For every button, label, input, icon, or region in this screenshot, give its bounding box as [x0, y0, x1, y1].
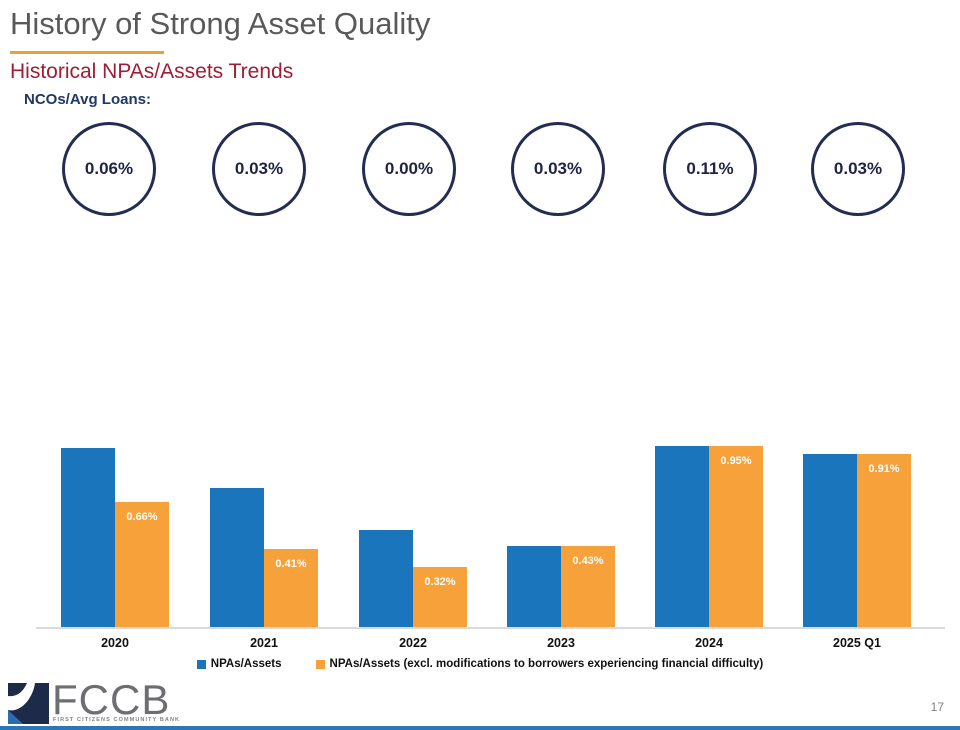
page-title: History of Strong Asset Quality	[10, 6, 431, 41]
nco-circle: 0.03%	[811, 122, 905, 216]
nco-circle-value: 0.03%	[533, 159, 583, 178]
bar-npas-assets	[803, 454, 857, 628]
nco-circle-value: 0.11%	[686, 159, 734, 178]
x-axis-label: 2025 Q1	[833, 636, 881, 650]
legend-swatch-icon	[196, 659, 206, 669]
bar-data-label: 0.91%	[868, 463, 900, 475]
chart-legend: NPAs/Assets NPAs/Assets (excl. modificati…	[0, 658, 960, 670]
bar-npas-assets	[61, 448, 115, 628]
x-axis-label: 2021	[250, 636, 278, 650]
bar-data-label: 0.32%	[424, 576, 456, 588]
nco-circle-value: 0.00%	[384, 159, 434, 178]
legend-label: NPAs/Assets	[210, 658, 282, 670]
bar-npas-assets-excl: 0.91%	[857, 454, 911, 628]
logo-road-icon	[8, 683, 49, 724]
bar-npas-assets	[210, 488, 264, 628]
x-axis-label: 2024	[695, 636, 723, 650]
bar-npas-assets-excl: 0.66%	[115, 502, 169, 628]
title-underline	[10, 51, 164, 54]
nco-circle-value: 0.03%	[234, 159, 284, 178]
nco-circle: 0.06%	[62, 122, 156, 216]
nco-circle-value: 0.06%	[84, 159, 134, 178]
bar-npas-assets-excl: 0.32%	[413, 567, 467, 628]
bar-npas-assets	[507, 546, 561, 628]
legend-item: NPAs/Assets	[196, 658, 282, 670]
nco-circle-value: 0.03%	[833, 159, 883, 178]
page-number: 17	[930, 700, 944, 714]
bar-data-label: 0.43%	[572, 555, 604, 567]
x-axis-label: 2023	[547, 636, 575, 650]
chart-plot: 0.66% 0.41% 0.32% 0.43% 0.95% 0.91%	[0, 442, 960, 628]
bar-npas-assets-excl: 0.95%	[709, 446, 763, 628]
x-axis-label: 2020	[101, 636, 129, 650]
slide-subtitle: Historical NPAs/Assets Trends	[10, 60, 294, 83]
bar-data-label: 0.41%	[275, 558, 307, 570]
x-axis-line	[36, 627, 945, 629]
legend-label: NPAs/Assets (excl. modifications to borr…	[329, 658, 764, 670]
bar-npas-assets	[655, 446, 709, 628]
legend-item: NPAs/Assets (excl. modifications to borr…	[315, 658, 764, 670]
bar-npas-assets-excl: 0.41%	[264, 549, 318, 628]
nco-avg-loans-label: NCOs/Avg Loans:	[24, 91, 151, 108]
bar-npas-assets-excl: 0.43%	[561, 546, 615, 628]
bar-data-label: 0.66%	[126, 511, 158, 523]
fccb-logo: FCCB	[8, 676, 171, 724]
bar-npas-assets	[359, 530, 413, 628]
bottom-accent-bar	[0, 726, 960, 730]
nco-circle: 0.11%	[663, 122, 757, 216]
nco-circle: 0.03%	[511, 122, 605, 216]
nco-circle: 0.00%	[362, 122, 456, 216]
logo-text: FCCB	[52, 676, 171, 723]
logo-tagline: FIRST CITIZENS COMMUNITY BANK	[53, 717, 181, 723]
nco-circle: 0.03%	[212, 122, 306, 216]
x-axis-label: 2022	[399, 636, 427, 650]
bar-data-label: 0.95%	[720, 455, 752, 467]
legend-swatch-icon	[315, 659, 325, 669]
